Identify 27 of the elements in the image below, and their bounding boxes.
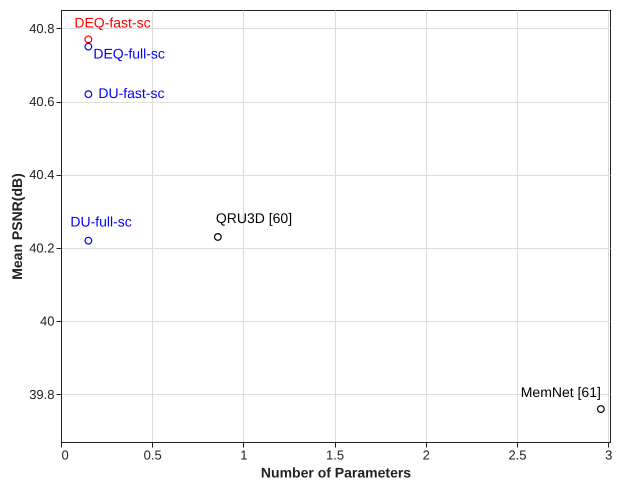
y-tick-label: 39.8 — [29, 386, 54, 402]
x-tick-label: 2 — [422, 448, 430, 462]
y-tick-label: 40.6 — [29, 94, 54, 110]
annotation: DEQ-fast-sc — [74, 14, 151, 30]
x-tick-label: 3 — [605, 448, 612, 462]
x-tick-label: 0 — [62, 448, 69, 462]
y-tick-label: 40.2 — [29, 240, 54, 256]
annotation: MemNet [61] — [520, 384, 601, 400]
x-tick-label: 0.5 — [144, 448, 162, 462]
x-tick-label: 1 — [240, 448, 248, 462]
y-tick-label: 40.4 — [29, 167, 54, 182]
point — [84, 90, 92, 98]
annotation: QRU3D [60] — [216, 210, 292, 226]
x-tick-label: 2.5 — [508, 448, 527, 462]
annotation: DEQ-full-sc — [93, 46, 165, 62]
y-tick-label: 40 — [40, 314, 54, 329]
x-axis-title: Number of Parameters — [260, 464, 412, 480]
point — [84, 35, 92, 44]
point — [214, 233, 222, 241]
x-tick-label: 1.5 — [326, 448, 344, 462]
point — [84, 42, 92, 51]
y-tick-label: 40.8 — [29, 20, 54, 36]
annotation: DU-fast-sc — [98, 85, 164, 102]
y-axis-title: Mean PSNR(dB) — [9, 173, 26, 280]
annotation: DU-full-sc — [70, 214, 132, 230]
point — [84, 236, 92, 245]
point — [596, 405, 605, 413]
